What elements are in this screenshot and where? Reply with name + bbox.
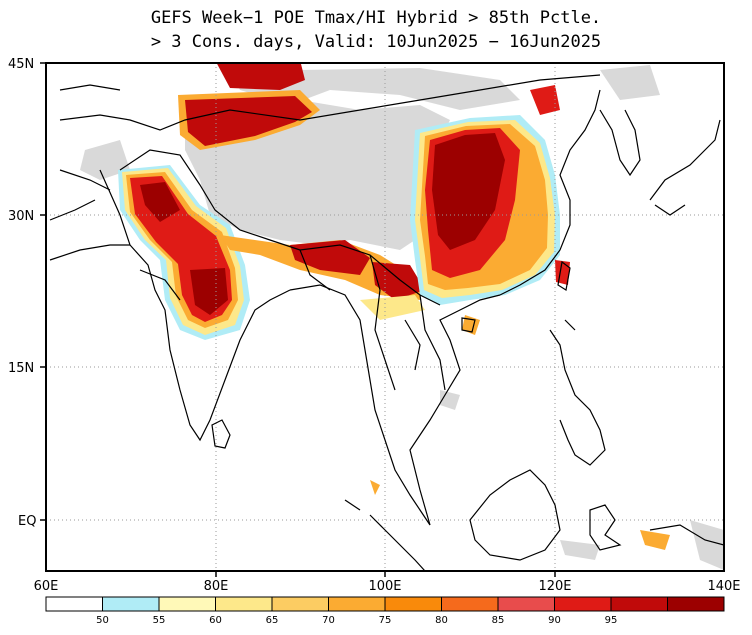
colorbar-swatch: [215, 596, 273, 612]
colorbar-swatch: [158, 596, 216, 612]
lon-label-120e: 120E: [538, 579, 571, 594]
map-plot-area: [46, 63, 724, 571]
latitude-labels: 45N 30N 15N EQ: [8, 57, 36, 529]
lon-label-100e: 100E: [368, 579, 401, 594]
colorbar-swatch: [328, 596, 386, 612]
colorbar-swatch: [554, 596, 612, 612]
colorbar-swatch: [667, 596, 725, 612]
philippines-gray: [440, 390, 460, 410]
lon-label-140e: 140E: [707, 579, 740, 594]
colorbar-swatch: [384, 596, 442, 612]
map-gridlines: [46, 63, 724, 571]
lat-label-15n: 15N: [8, 361, 34, 376]
mongolia-gray: [300, 68, 520, 110]
northwest-heat-region: [178, 63, 320, 150]
colorbar-swatch: [497, 596, 555, 612]
japan-gray: [690, 520, 724, 570]
colorbar-swatch: [271, 596, 329, 612]
coastlines-and-borders: [49, 74, 724, 571]
colorbar-tick-label: 50: [96, 615, 109, 626]
lon-label-80e: 80E: [204, 579, 229, 594]
colorbar-tick-label: 70: [322, 615, 335, 626]
northeast-gray: [600, 65, 660, 100]
colorbar-tick-label: 75: [379, 615, 392, 626]
afghan-gray: [80, 140, 130, 180]
indonesia-gray: [560, 540, 600, 560]
colorbar-tick-label: 95: [605, 615, 618, 626]
lat-label-45n: 45N: [8, 57, 34, 72]
east-china-heat-region: [410, 115, 560, 305]
colorbar: 50 55 60 65 70 75 80 85 90 95: [45, 596, 725, 626]
colorbar-tick-label: 55: [153, 615, 166, 626]
longitude-ticks: [215, 571, 556, 577]
lat-label-30n: 30N: [8, 209, 34, 224]
lon-label-60e: 60E: [34, 579, 59, 594]
map-title-line-1: GEFS Week−1 POE Tmax/HI Hybrid > 85th Pc…: [150, 8, 602, 28]
colorbar-tick-label: 65: [266, 615, 279, 626]
colorbar-tick-label: 90: [548, 615, 561, 626]
colorbar-swatch: [610, 596, 668, 612]
latitude-ticks: [40, 62, 46, 521]
colorbar-swatch: [441, 596, 499, 612]
colorbar-swatch: [102, 596, 160, 612]
india-heat-region: [118, 165, 250, 340]
colorbar-tick-label: 85: [492, 615, 505, 626]
small-heat-spots: [360, 85, 670, 550]
colorbar-tick-label: 80: [435, 615, 448, 626]
colorbar-swatch: [45, 596, 103, 612]
longitude-labels: 60E 80E 100E 120E 140E: [34, 579, 741, 594]
lat-label-eq: EQ: [18, 514, 36, 529]
colorbar-tick-label: 60: [209, 615, 222, 626]
map-title-line-2: > 3 Cons. days, Valid: 10Jun2025 − 16Jun…: [150, 32, 602, 52]
